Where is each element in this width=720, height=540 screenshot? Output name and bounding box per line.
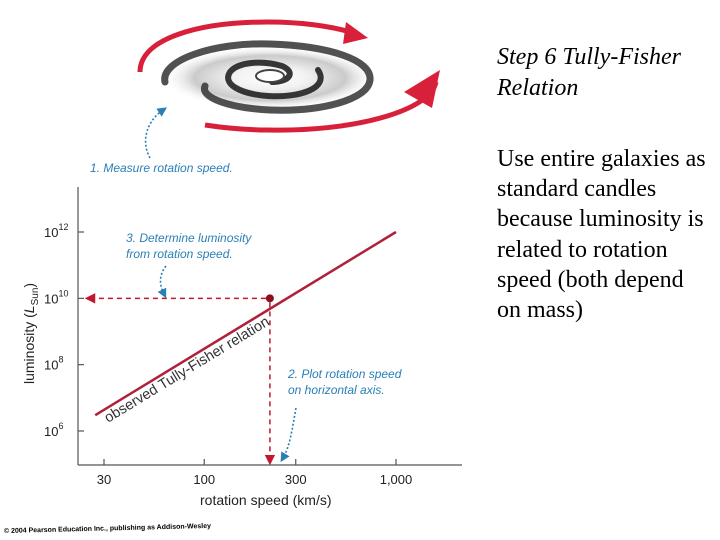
y-axis-label-prefix: luminosity (: [21, 313, 37, 384]
galaxy-spiral-arm-outer: [161, 40, 374, 114]
step3-text-line1: 3. Determine luminosity: [126, 231, 252, 245]
step2-pointer: [280, 407, 297, 463]
x-tick-label: 30: [97, 472, 111, 487]
step2-text-line1: 2. Plot rotation speed: [287, 367, 402, 381]
step3-text-line2: from rotation speed.: [126, 247, 233, 261]
x-axis-label: rotation speed (km/s): [200, 492, 332, 508]
relation-label: observed Tully-Fisher relation: [102, 314, 273, 427]
rotation-arrowhead-bottom: [404, 70, 440, 108]
galaxy-illustration: [137, 19, 440, 133]
slide-title: Step 6 Tully-Fisher Relation: [497, 44, 681, 101]
step1-text: 1. Measure rotation speed.: [90, 161, 233, 175]
x-tick-label: 100: [193, 472, 215, 487]
galaxy-spiral-arm-inner: [225, 59, 324, 100]
galaxy-core: [255, 69, 285, 83]
rotation-arrow-bottom: [204, 81, 439, 133]
annotation-step1: 1. Measure rotation speed.: [90, 107, 233, 175]
annotation-step2: 2. Plot rotation speed on horizontal axi…: [280, 367, 402, 463]
y-tick-label: 1012: [44, 222, 68, 240]
y-tick-label: 108: [44, 355, 63, 373]
annotation-step3: 3. Determine luminosity from rotation sp…: [126, 231, 252, 299]
example-data-point: [265, 294, 274, 303]
y-axis-label-sub: Sun: [30, 288, 41, 306]
y-tick-label: 1010: [44, 288, 68, 306]
step3-pointer: [157, 265, 167, 299]
x-ticks: 30 100 300 1,000: [97, 459, 413, 487]
x-tick-label: 1,000: [380, 472, 413, 487]
rotation-arrowhead-top: [343, 22, 368, 44]
y-ticks: 106 108 1010 1012: [44, 222, 84, 439]
rotation-arrow-top: [137, 19, 351, 73]
y-axis-label-suffix: ): [21, 283, 37, 288]
slide-body-text: Use entire galaxies as standard candles …: [497, 146, 706, 324]
copyright-credit: © 2004 Pearson Education Inc., publishin…: [4, 522, 211, 535]
y-tick-label: 106: [44, 421, 63, 439]
tully-fisher-relation-line: [94, 230, 397, 417]
step1-pointer: [144, 107, 167, 159]
x-tick-label: 300: [285, 472, 307, 487]
step2-text-line2: on horizontal axis.: [288, 383, 385, 397]
y-axis-label: luminosity (LSun): [21, 283, 41, 384]
y-axis-label-L: L: [21, 305, 37, 313]
